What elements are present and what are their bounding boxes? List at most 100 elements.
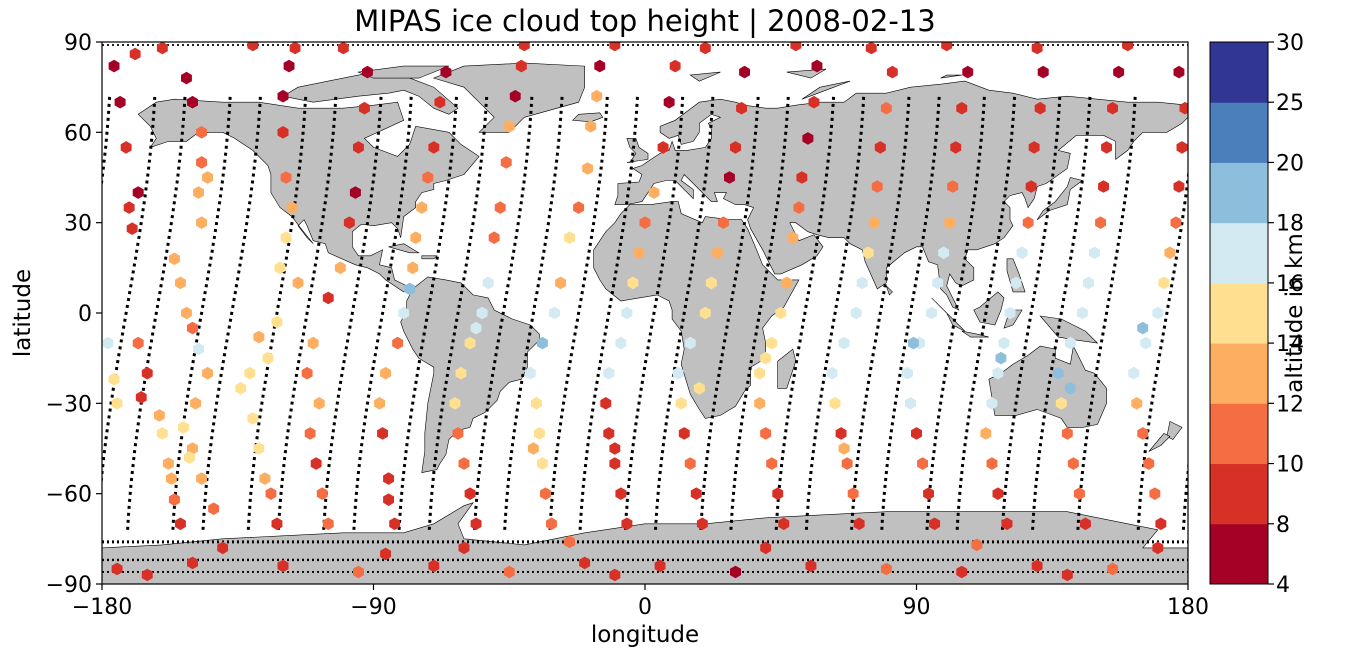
cloud-point bbox=[434, 95, 446, 109]
cloud-point bbox=[787, 231, 799, 244]
cloud-point bbox=[1064, 336, 1076, 350]
land-polygon bbox=[689, 71, 721, 82]
cloud-point bbox=[202, 171, 213, 184]
cloud-point bbox=[132, 336, 144, 350]
land-polygon bbox=[614, 80, 1188, 311]
cloud-point bbox=[603, 366, 615, 380]
orbit-track-line bbox=[352, 96, 413, 530]
cloud-point bbox=[184, 451, 195, 464]
cloud-point bbox=[428, 559, 440, 573]
cloud-points bbox=[102, 42, 1188, 582]
cloud-point bbox=[359, 101, 370, 115]
cloud-point bbox=[307, 336, 319, 350]
cloud-point bbox=[555, 276, 566, 290]
cloud-point bbox=[407, 261, 419, 275]
cloud-point bbox=[503, 120, 515, 133]
cloud-point bbox=[1173, 180, 1185, 193]
cloud-point bbox=[196, 156, 207, 169]
cloud-point bbox=[343, 216, 355, 229]
cloud-point bbox=[153, 409, 165, 422]
cloud-point bbox=[1155, 517, 1167, 531]
cloud-point bbox=[760, 427, 772, 440]
cloud-point bbox=[573, 201, 585, 214]
colorbar-tick-label: 25 bbox=[1276, 91, 1304, 116]
cloud-point bbox=[911, 427, 922, 440]
cloud-point bbox=[549, 306, 560, 320]
cloud-point bbox=[1164, 246, 1176, 260]
cloud-point bbox=[292, 276, 304, 290]
cloud-point bbox=[932, 276, 944, 290]
cloud-point bbox=[609, 442, 621, 455]
cloud-point bbox=[168, 493, 180, 506]
cloud-point bbox=[208, 502, 220, 515]
cloud-point bbox=[962, 65, 974, 79]
land-polygon bbox=[940, 74, 962, 79]
colorbar-tick-label: 4 bbox=[1276, 573, 1290, 598]
cloud-point bbox=[1064, 382, 1076, 395]
cloud-point bbox=[938, 246, 950, 260]
cloud-point bbox=[856, 276, 868, 290]
cloud-point bbox=[1122, 42, 1134, 52]
cloud-point bbox=[739, 65, 750, 79]
cloud-point bbox=[805, 559, 817, 573]
cloud-point bbox=[718, 216, 729, 229]
cloud-point bbox=[829, 397, 841, 410]
cloud-point bbox=[1037, 65, 1049, 79]
cloud-point bbox=[464, 487, 476, 500]
cloud-point bbox=[470, 321, 482, 335]
colorbar-bin bbox=[1210, 343, 1268, 404]
cloud-point bbox=[775, 306, 787, 320]
cloud-point bbox=[196, 126, 207, 139]
cloud-point bbox=[594, 59, 606, 73]
x-tick-label: 0 bbox=[638, 595, 652, 620]
cloud-point bbox=[1095, 216, 1106, 229]
orbit-track-line bbox=[1334, 96, 1345, 530]
cloud-point bbox=[790, 42, 802, 52]
cloud-point bbox=[193, 342, 204, 356]
cloud-point bbox=[156, 42, 168, 55]
cloud-point bbox=[247, 412, 259, 425]
cloud-point bbox=[850, 306, 862, 320]
cloud-point bbox=[1052, 366, 1064, 380]
land-polygon bbox=[1148, 433, 1171, 452]
cloud-point bbox=[868, 216, 880, 229]
orbit-track-line bbox=[850, 96, 911, 530]
cloud-point bbox=[690, 487, 702, 500]
cloud-point bbox=[108, 372, 120, 386]
cloud-point bbox=[1001, 517, 1013, 531]
cloud-point bbox=[654, 559, 666, 573]
cloud-point bbox=[760, 351, 772, 365]
cloud-point bbox=[202, 366, 213, 380]
x-axis-ticks: −180 −90 0 90 180 bbox=[72, 584, 1209, 620]
cloud-point bbox=[621, 517, 633, 531]
orbit-track-line bbox=[276, 96, 338, 530]
land-polygon bbox=[931, 297, 966, 332]
colorbar-bin bbox=[1210, 282, 1268, 344]
cloud-point bbox=[917, 457, 928, 470]
orbit-track-line bbox=[623, 96, 685, 530]
y-tick-label: −60 bbox=[46, 483, 92, 508]
cloud-point bbox=[678, 427, 690, 440]
cloud-point bbox=[730, 565, 741, 579]
colorbar-tick-label: 8 bbox=[1276, 513, 1290, 538]
cloud-point bbox=[862, 246, 874, 260]
cloud-point bbox=[672, 366, 684, 380]
land-polygon bbox=[571, 112, 604, 123]
orbit-track-line bbox=[955, 96, 1017, 530]
orbit-track-line bbox=[503, 96, 564, 530]
orbit-track-line bbox=[171, 96, 232, 530]
cloud-point bbox=[247, 42, 259, 52]
cloud-point bbox=[156, 427, 168, 440]
cloud-point bbox=[353, 565, 364, 579]
cloud-point bbox=[1083, 276, 1094, 290]
cloud-point bbox=[1077, 306, 1088, 320]
cloud-point bbox=[564, 231, 575, 244]
orbit-track-line bbox=[0, 96, 4, 530]
cloud-point bbox=[310, 457, 322, 470]
cloud-point bbox=[1028, 141, 1040, 154]
orbit-track-line bbox=[322, 96, 383, 530]
cloud-point bbox=[766, 336, 778, 350]
colorbar-label: altitude in km bbox=[1282, 233, 1308, 393]
cloud-point bbox=[135, 391, 147, 404]
land-polygon bbox=[1166, 420, 1183, 440]
